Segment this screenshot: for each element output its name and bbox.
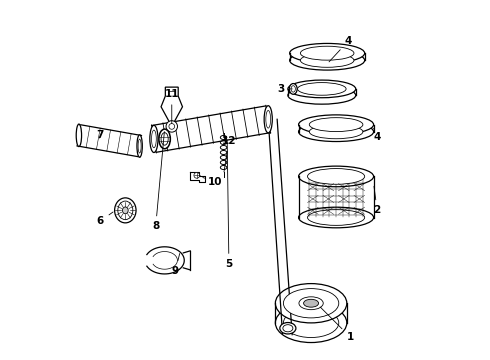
- Ellipse shape: [300, 46, 354, 60]
- Ellipse shape: [266, 111, 270, 128]
- Ellipse shape: [161, 133, 168, 145]
- Ellipse shape: [275, 284, 347, 323]
- Ellipse shape: [283, 325, 293, 332]
- Ellipse shape: [283, 289, 339, 318]
- Ellipse shape: [309, 118, 363, 132]
- Ellipse shape: [289, 84, 297, 94]
- Text: 11: 11: [165, 89, 179, 123]
- Circle shape: [169, 123, 174, 129]
- Ellipse shape: [290, 50, 365, 70]
- Ellipse shape: [308, 168, 365, 184]
- Circle shape: [194, 172, 199, 178]
- Ellipse shape: [288, 80, 356, 98]
- Ellipse shape: [275, 303, 347, 342]
- Ellipse shape: [298, 166, 373, 187]
- Ellipse shape: [288, 86, 356, 104]
- Text: 8: 8: [152, 132, 164, 231]
- Text: 4: 4: [329, 36, 352, 62]
- Ellipse shape: [300, 53, 354, 67]
- Ellipse shape: [283, 308, 339, 338]
- Ellipse shape: [298, 122, 373, 141]
- Ellipse shape: [290, 44, 365, 63]
- Text: 12: 12: [221, 136, 236, 172]
- Ellipse shape: [308, 210, 365, 225]
- Text: 3: 3: [277, 84, 292, 94]
- Text: 10: 10: [203, 177, 222, 187]
- Text: 1: 1: [320, 307, 354, 342]
- Polygon shape: [161, 87, 182, 126]
- Ellipse shape: [118, 201, 133, 220]
- Ellipse shape: [299, 297, 323, 310]
- Ellipse shape: [159, 129, 171, 149]
- Circle shape: [166, 121, 177, 132]
- Ellipse shape: [298, 207, 373, 228]
- Ellipse shape: [115, 198, 136, 223]
- Text: 7: 7: [97, 130, 104, 140]
- Ellipse shape: [150, 125, 158, 153]
- Ellipse shape: [151, 130, 156, 148]
- Ellipse shape: [280, 323, 296, 334]
- Ellipse shape: [304, 299, 318, 307]
- Ellipse shape: [137, 135, 142, 157]
- Ellipse shape: [122, 207, 128, 214]
- Text: 6: 6: [97, 212, 113, 226]
- Text: 5: 5: [225, 140, 233, 269]
- Ellipse shape: [309, 125, 363, 139]
- Ellipse shape: [264, 106, 272, 133]
- Ellipse shape: [291, 86, 295, 92]
- Text: 4: 4: [373, 128, 381, 142]
- Ellipse shape: [297, 82, 346, 95]
- Ellipse shape: [138, 139, 141, 153]
- Ellipse shape: [76, 124, 81, 147]
- Ellipse shape: [298, 115, 373, 134]
- Text: 2: 2: [373, 186, 381, 215]
- Text: 9: 9: [172, 253, 180, 276]
